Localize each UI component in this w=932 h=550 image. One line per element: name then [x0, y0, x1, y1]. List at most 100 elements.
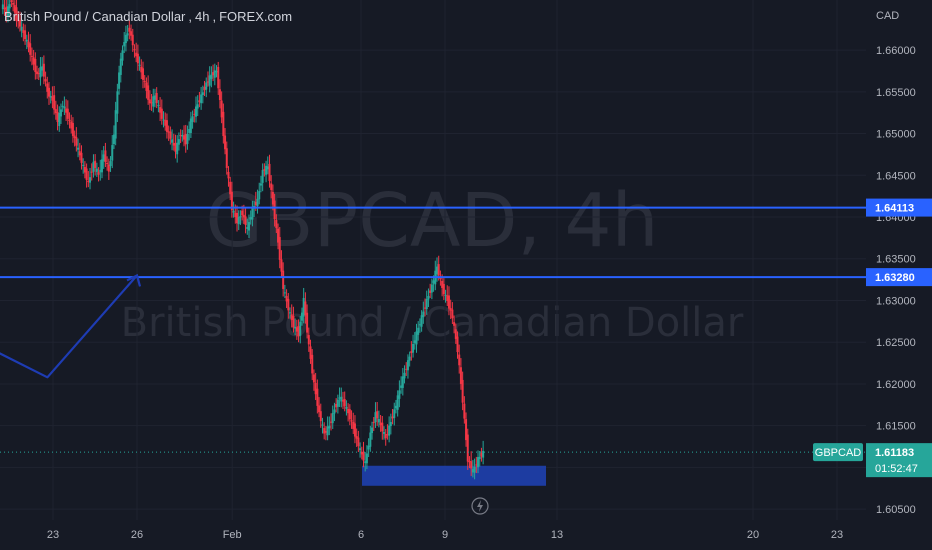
candle-body [244, 216, 247, 225]
candle-body [321, 424, 324, 426]
candle-body [92, 161, 95, 172]
candle-body [468, 461, 471, 463]
candle-body [193, 113, 196, 115]
candle-body [210, 74, 213, 79]
candle-body [201, 92, 204, 95]
event-circle[interactable] [471, 497, 489, 515]
candle-body [285, 295, 288, 302]
candle-body [89, 177, 92, 183]
candle-body [153, 95, 156, 100]
candle-body [247, 222, 250, 231]
candle-body [27, 41, 30, 48]
watermark-description: British Pound / Canadian Dollar [121, 300, 744, 346]
candle-body [249, 217, 252, 220]
candle-body [466, 434, 469, 462]
candle-body [114, 110, 117, 139]
price-tick-label: 1.64500 [876, 170, 916, 182]
candle-body [142, 68, 145, 80]
candle-body [384, 434, 387, 439]
candle-body [439, 278, 442, 280]
candle-body [367, 445, 370, 450]
candle-body [289, 312, 292, 314]
candle-body [184, 134, 187, 145]
price-tick-label: 1.65500 [876, 87, 916, 99]
candle-body [145, 82, 148, 91]
price-tick-label: 1.60500 [876, 504, 916, 516]
candle-body [138, 64, 141, 66]
candle-body [307, 335, 310, 345]
candle-body [172, 142, 175, 146]
candles[interactable] [1, 0, 485, 480]
symbol-tag-bg [813, 443, 863, 462]
candle-body [277, 228, 280, 243]
candle-body [389, 422, 392, 427]
candle-body [465, 419, 468, 441]
candle-body [473, 466, 476, 473]
candle-body [391, 416, 394, 419]
level-tag-bg [866, 268, 932, 287]
candle-body [78, 151, 81, 156]
candle-body [206, 81, 209, 83]
candle-body [400, 385, 403, 388]
candle-body [25, 39, 28, 42]
candle-body [442, 283, 445, 295]
candle-body [241, 210, 244, 216]
candle-body [65, 108, 68, 113]
candle-body [59, 109, 62, 117]
candle-body [437, 264, 440, 276]
time-axis[interactable]: 2326Feb69132023Mar [0, 520, 932, 550]
event-marker[interactable] [471, 497, 489, 515]
candle-body [287, 298, 290, 311]
candle-body [24, 30, 27, 40]
candle-body [13, 5, 16, 13]
candle-body [123, 42, 126, 47]
projection-arrowhead [126, 273, 142, 287]
candle-body [470, 461, 473, 469]
candle-body [6, 6, 9, 17]
countdown-text: 01:52:47 [875, 463, 918, 475]
candle-body [341, 400, 344, 402]
candle-body [17, 20, 20, 22]
time-tick-label: 13 [551, 529, 563, 541]
candle-body [340, 396, 343, 402]
candle-body [242, 214, 245, 218]
projection-path[interactable] [0, 273, 142, 452]
candle-body [427, 295, 430, 300]
candle-body [68, 119, 71, 121]
exchange-label: FOREX.com [219, 9, 293, 24]
candle-body [408, 356, 411, 361]
candle-body [20, 26, 23, 31]
candle-body [130, 31, 133, 36]
candle-body [360, 451, 363, 455]
price-tick-label: 1.65000 [876, 129, 916, 141]
demand-zone[interactable] [362, 465, 546, 486]
candle-body [359, 448, 362, 451]
candle-body [179, 135, 182, 137]
symbol-tag-text: GBPCAD [815, 447, 862, 459]
candle-body [345, 406, 348, 409]
candle-body [34, 58, 37, 73]
candle-body [403, 372, 406, 379]
candle-body [410, 351, 413, 354]
candle-body [348, 409, 351, 420]
candle-body [265, 165, 268, 175]
candle-body [186, 133, 189, 144]
candle-body [405, 368, 408, 370]
candle-body [396, 395, 399, 410]
candle-body [386, 434, 389, 436]
candle-body [297, 326, 300, 337]
candle-body [124, 34, 127, 44]
candle-body [106, 162, 109, 165]
candle-body [379, 422, 382, 426]
horizontal-levels[interactable] [0, 206, 866, 279]
candle-body [208, 75, 211, 86]
candle-body [258, 191, 261, 200]
candle-body [119, 58, 122, 75]
candle-body [441, 281, 444, 288]
candle-body [48, 87, 51, 97]
candle-body [5, 6, 8, 15]
price-axis[interactable]: CAD 1.660001.655001.650001.645001.640001… [866, 0, 932, 520]
candle-body [424, 307, 427, 309]
candle-body [82, 164, 85, 166]
